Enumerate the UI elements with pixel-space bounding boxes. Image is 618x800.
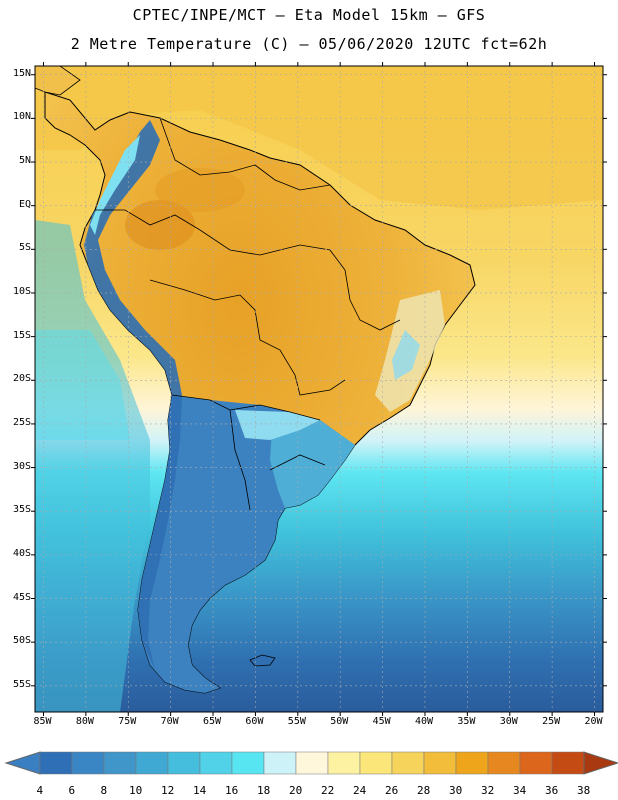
lat-label: 5S (18, 242, 31, 254)
map-plot-area (34, 65, 603, 712)
lat-label: 50S (12, 635, 31, 647)
lat-label: 45S (12, 591, 31, 603)
lat-label: 20S (12, 373, 31, 385)
lat-label: 10S (12, 285, 31, 297)
colorbar-swatch (391, 751, 425, 775)
colorbar-swatch (135, 751, 169, 775)
colorbar-swatch (263, 751, 297, 775)
colorbar-swatch (327, 751, 361, 775)
colorbar-swatch (455, 751, 489, 775)
lat-label: 40S (12, 547, 31, 559)
colorbar-label: 20 (289, 784, 303, 797)
colorbar-high-arrow (583, 751, 618, 775)
colorbar-swatch (295, 751, 329, 775)
map-subtitle: 2 Metre Temperature (C) – 05/06/2020 12U… (70, 35, 548, 53)
colorbar-swatch (519, 751, 553, 775)
colorbar-label: 32 (481, 784, 495, 797)
pampas-cool (270, 415, 355, 508)
colorbar-label: 24 (353, 784, 367, 797)
colorbar-swatch (103, 751, 137, 775)
lat-label: 30S (12, 460, 31, 472)
lon-label: 50W (330, 716, 349, 727)
colorbar-label: 4 (36, 784, 44, 797)
colorbar-swatch (551, 751, 585, 775)
colorbar-label: 8 (100, 784, 108, 797)
lat-label: EQ (18, 198, 31, 210)
lon-label: 30W (499, 716, 518, 727)
colorbar-label: 22 (321, 784, 335, 797)
colorbar-label: 14 (193, 784, 207, 797)
colorbar-label: 30 (449, 784, 463, 797)
colorbar-swatch (39, 751, 73, 775)
amazon-hot-core (125, 200, 195, 250)
colorbar-swatch (423, 751, 457, 775)
lat-label: 55S (12, 678, 31, 690)
minas-cool-patch (392, 330, 420, 380)
subtropical-band (235, 410, 320, 440)
lon-label: 45W (372, 716, 391, 727)
falkland-islands (249, 654, 276, 667)
lon-label: 75W (118, 716, 137, 727)
colorbar-label: 26 (385, 784, 399, 797)
colorbar-swatch (71, 751, 105, 775)
lon-label: 25W (542, 716, 561, 727)
colorbar-label: 18 (257, 784, 271, 797)
lat-label: 35S (12, 504, 31, 516)
colorbar-swatch (167, 751, 201, 775)
lon-label: 70W (160, 716, 179, 727)
colorbar (4, 751, 618, 775)
colorbar-label: 12 (161, 784, 175, 797)
lon-label: 20W (584, 716, 603, 727)
colorbar-swatch (231, 751, 265, 775)
colorbar-label: 34 (513, 784, 527, 797)
lon-label: 65W (203, 716, 222, 727)
colorbar-label: 10 (129, 784, 143, 797)
colorbar-swatch (487, 751, 521, 775)
lat-label: 15N (12, 67, 31, 79)
colorbar-label: 16 (225, 784, 239, 797)
lon-label: 80W (75, 716, 94, 727)
map-frame (34, 65, 604, 713)
pacific-current (35, 330, 130, 440)
colorbar-label: 36 (545, 784, 559, 797)
axis-ticks (31, 62, 607, 716)
colorbar-swatch (359, 751, 393, 775)
map-title: CPTEC/INPE/MCT – Eta Model 15km – GFS (132, 6, 486, 24)
country-borders (95, 117, 401, 511)
colorbar-label: 6 (68, 784, 76, 797)
colorbar-label: 28 (417, 784, 431, 797)
lon-label: 35W (457, 716, 476, 727)
lon-label: 85W (33, 716, 52, 727)
colorbar-low-arrow (4, 751, 41, 775)
lon-label: 60W (245, 716, 264, 727)
lon-label: 55W (287, 716, 306, 727)
lon-label: 40W (414, 716, 434, 727)
venezuela-warm (155, 168, 245, 212)
lat-label: 10N (12, 111, 31, 123)
lat-label: 15S (12, 329, 31, 341)
andes-cold-ridge (84, 120, 182, 670)
colorbar-swatch (199, 751, 233, 775)
lat-label: 5N (18, 155, 31, 167)
lat-label: 25S (12, 416, 31, 428)
colorbar-label: 38 (577, 784, 591, 797)
caribbean-warm (35, 66, 603, 210)
